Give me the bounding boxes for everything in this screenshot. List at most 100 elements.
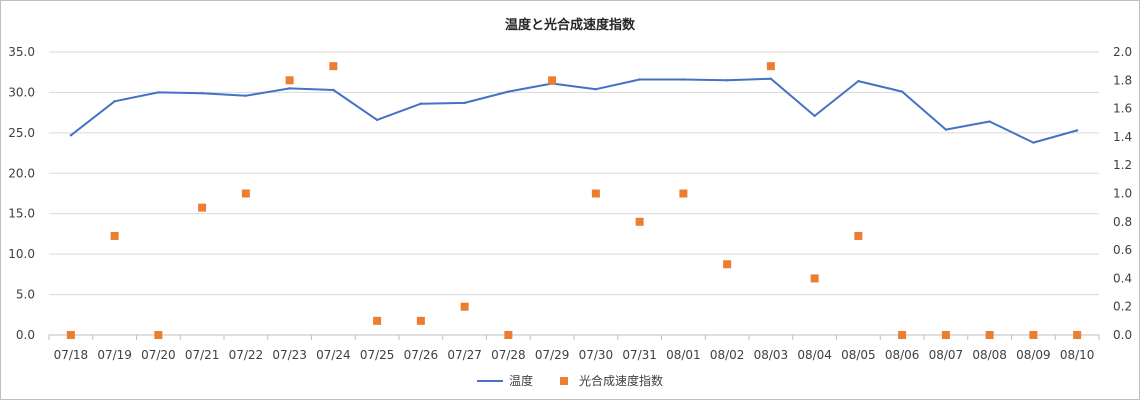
legend-label-photosynthesis: 光合成速度指数 — [579, 373, 663, 388]
temperature-point — [900, 90, 904, 93]
right-y-tick-label: 1.6 — [1113, 102, 1132, 116]
photosynthesis-point — [1029, 331, 1038, 339]
photosynthesis-point — [985, 331, 994, 339]
x-tick-label: 08/03 — [754, 348, 789, 362]
x-tick-label: 08/08 — [972, 348, 1007, 362]
left-y-tick-label: 0.0 — [16, 328, 35, 342]
left-y-tick-label: 25.0 — [8, 126, 35, 140]
right-y-tick-label: 0.2 — [1113, 300, 1132, 314]
photosynthesis-point — [285, 76, 294, 85]
left-y-tick-label: 20.0 — [8, 166, 35, 180]
photosynthesis-point — [898, 331, 907, 339]
photosynthesis-point — [198, 203, 207, 212]
x-tick-label: 07/28 — [491, 348, 526, 362]
right-y-tick-label: 1.8 — [1113, 73, 1132, 87]
right-y-tick-label: 2.0 — [1113, 45, 1132, 59]
temperature-point — [463, 101, 466, 105]
x-tick-label: 07/18 — [54, 348, 89, 362]
photosynthesis-series — [66, 62, 1082, 339]
x-tick-label: 07/21 — [185, 348, 220, 362]
x-tick-label: 08/04 — [797, 348, 832, 362]
temperature-point — [288, 87, 291, 90]
x-tick-label: 07/19 — [97, 348, 132, 362]
right-y-tick-label: 0.8 — [1113, 215, 1132, 229]
x-tick-label: 08/07 — [929, 348, 964, 362]
x-tick-label: 08/10 — [1060, 348, 1095, 362]
temperature-point — [725, 79, 729, 82]
x-tick-label: 08/05 — [841, 348, 876, 362]
temperature-point — [1032, 141, 1035, 144]
x-tick-label: 07/25 — [360, 348, 395, 362]
x-tick-label: 08/06 — [885, 348, 920, 362]
x-tick-label: 07/26 — [404, 348, 439, 362]
left-y-tick-label: 5.0 — [16, 288, 35, 302]
temperature-point — [857, 79, 860, 83]
temperature-point — [944, 128, 948, 131]
temperature-point — [375, 118, 379, 122]
temperature-point — [332, 88, 335, 92]
left-y-tick-label: 35.0 — [8, 45, 35, 59]
temperature-point — [69, 134, 73, 137]
x-tick-label: 07/29 — [535, 348, 570, 362]
photosynthesis-point — [66, 331, 75, 339]
photosynthesis-point — [154, 331, 163, 339]
x-tick-label: 07/23 — [272, 348, 307, 362]
chart-title: 温度と光合成速度指数 — [505, 17, 636, 33]
right-y-tick-label: 1.2 — [1113, 158, 1132, 172]
photosynthesis-point — [548, 76, 557, 85]
temperature-series — [69, 77, 1079, 144]
temperature-point — [988, 120, 991, 123]
temperature-point — [1075, 129, 1079, 132]
legend: 温度 光合成速度指数 — [477, 373, 663, 388]
temperature-point — [244, 94, 248, 97]
x-tick-label: 08/01 — [666, 348, 701, 362]
left-y-tick-label: 15.0 — [8, 207, 35, 221]
photosynthesis-point — [591, 189, 600, 198]
temperature-point — [813, 114, 816, 118]
photosynthesis-point — [679, 189, 688, 198]
photosynthesis-point — [329, 62, 338, 71]
photosynthesis-point — [416, 316, 425, 325]
temperature-point — [682, 78, 685, 81]
x-tick-label: 08/09 — [1016, 348, 1051, 362]
photosynthesis-point — [1073, 331, 1082, 339]
x-tick-label: 07/20 — [141, 348, 176, 362]
left-y-tick-label: 30.0 — [8, 85, 35, 99]
x-axis: 07/18 07/19 07/20 07/21 07/22 07/23 07/24 07/25… — [48, 335, 1100, 362]
right-y-tick-label: 0.0 — [1113, 328, 1132, 342]
photosynthesis-point — [941, 331, 950, 339]
x-tick-label: 07/22 — [229, 348, 264, 362]
right-y-tick-label: 0.4 — [1113, 271, 1132, 285]
legend-label-temperature: 温度 — [509, 373, 533, 388]
photosynthesis-point — [854, 231, 863, 240]
temperature-point — [113, 100, 116, 103]
temperature-point — [419, 102, 423, 105]
photosynthesis-point — [635, 217, 644, 226]
left-y-axis: 0.0 5.0 10.0 15.0 20.0 25.0 30.0 35.0 — [8, 45, 35, 342]
temperature-point — [638, 78, 641, 81]
photosynthesis-point — [504, 331, 513, 339]
photosynthesis-point — [241, 189, 250, 198]
photosynthesis-point — [766, 62, 775, 71]
photosynthesis-point — [110, 231, 119, 240]
right-y-tick-label: 1.4 — [1113, 130, 1132, 144]
x-tick-label: 07/24 — [316, 348, 351, 362]
x-tick-label: 07/31 — [622, 348, 657, 362]
legend-square-marker — [560, 377, 568, 385]
temperature-point — [507, 90, 510, 93]
photosynthesis-point — [723, 260, 732, 269]
temperature-point — [769, 77, 773, 80]
temperature-point — [594, 87, 598, 91]
temperature-line — [70, 77, 1078, 144]
left-y-tick-label: 10.0 — [8, 247, 35, 261]
right-y-tick-label: 0.6 — [1113, 243, 1132, 257]
gridlines — [49, 51, 1099, 336]
photosynthesis-point — [460, 302, 469, 311]
right-y-tick-label: 1.0 — [1113, 187, 1132, 201]
photosynthesis-point — [810, 274, 819, 283]
x-tick-label: 08/02 — [710, 348, 745, 362]
temperature-point — [200, 92, 204, 95]
x-tick-label: 07/30 — [579, 348, 614, 362]
